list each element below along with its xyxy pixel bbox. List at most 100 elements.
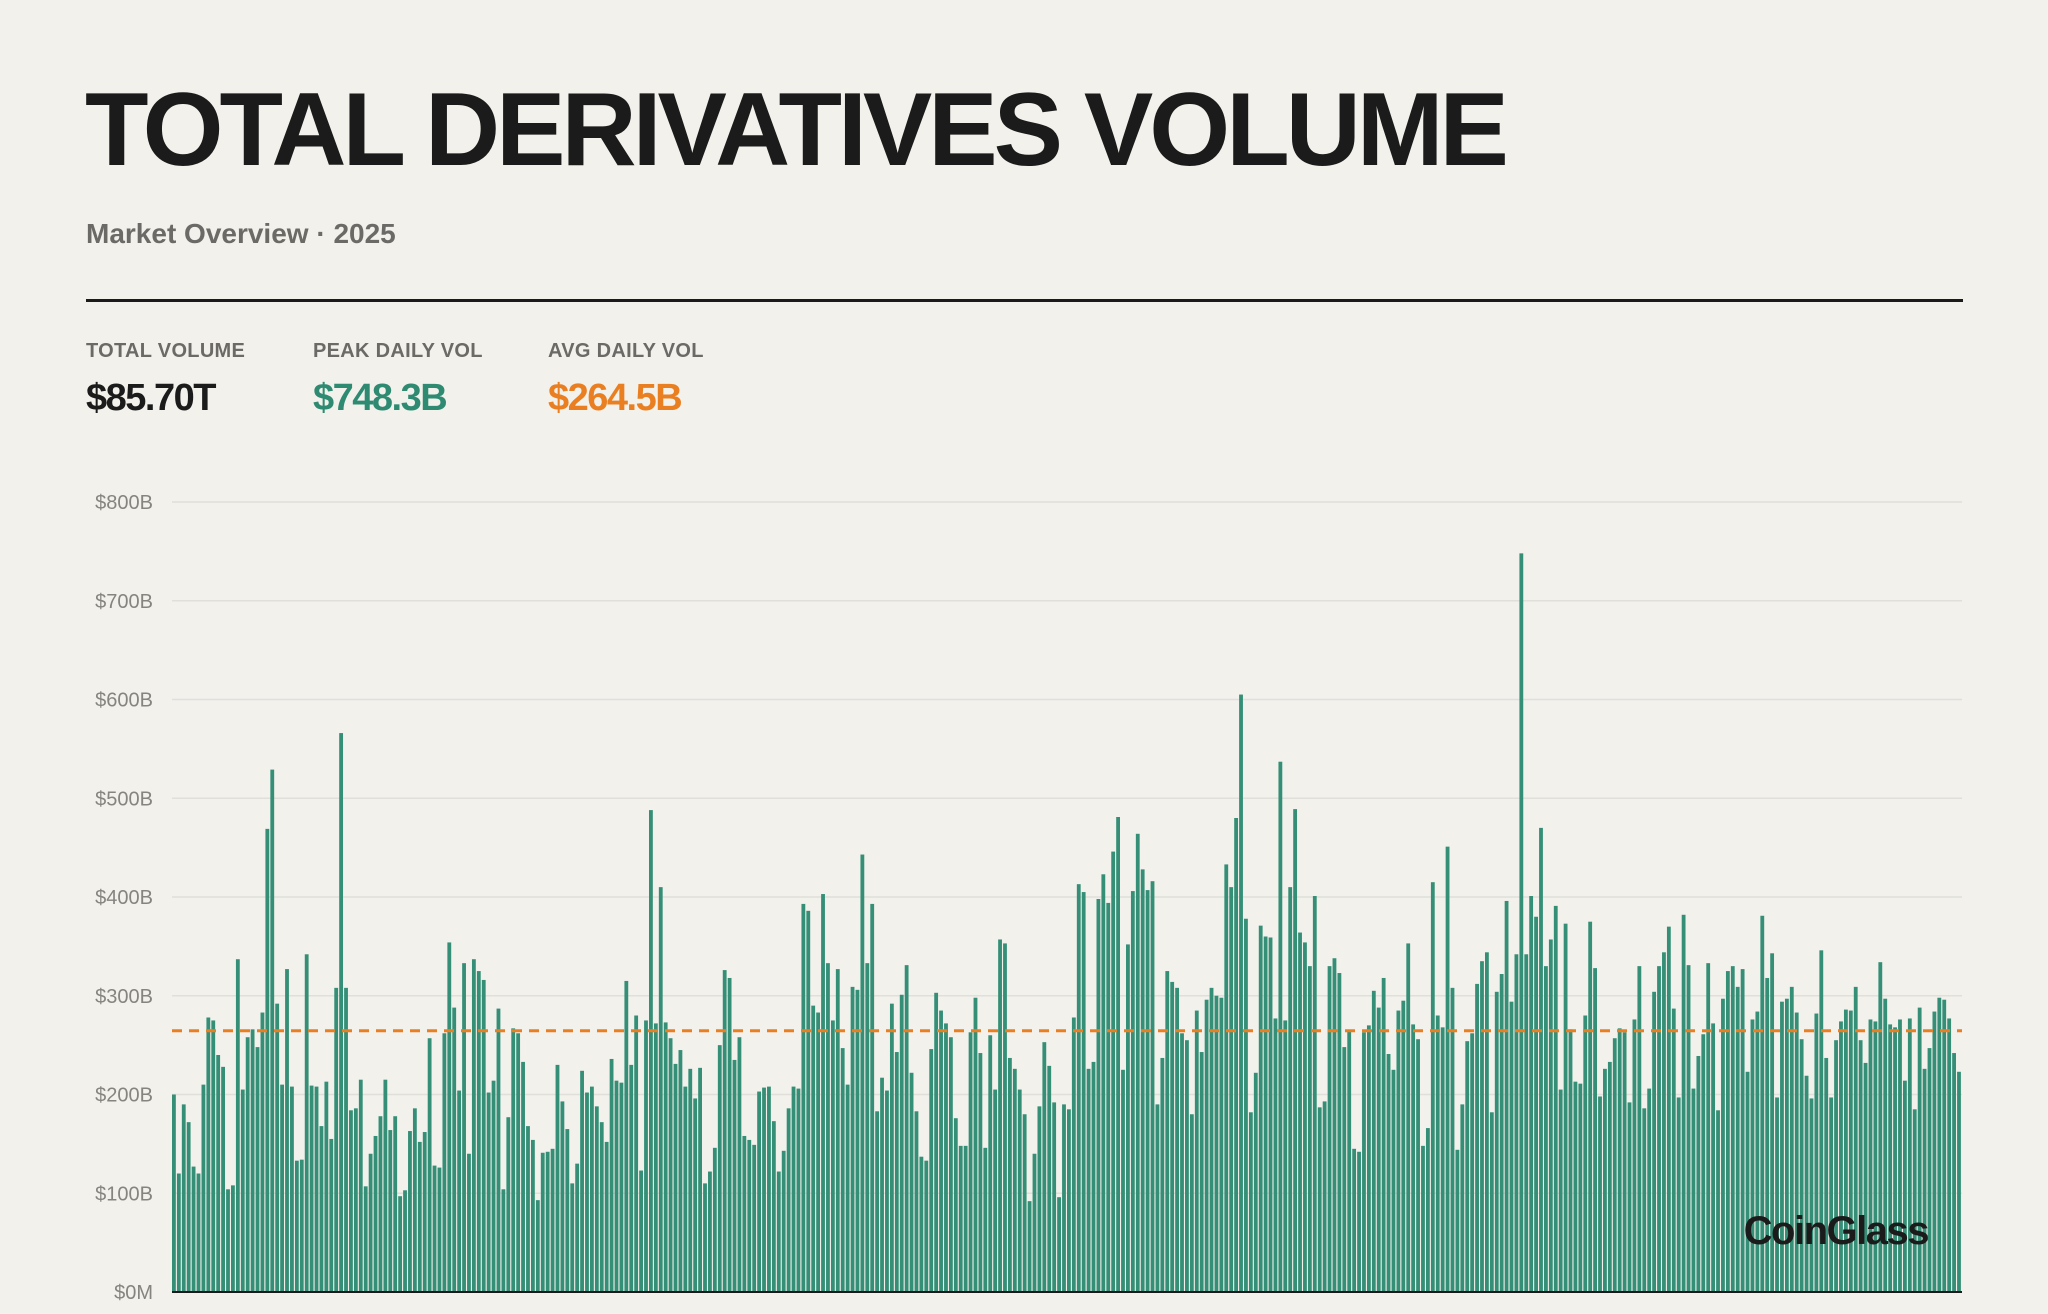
volume-bar: [1873, 1021, 1878, 1292]
volume-bar: [363, 1186, 368, 1292]
page-subtitle: Market Overview · 2025: [86, 218, 396, 249]
volume-bar: [1121, 1069, 1125, 1292]
volume-bar: [1071, 1017, 1076, 1292]
volume-bar: [1362, 1032, 1366, 1292]
volume-bar: [1829, 1097, 1834, 1292]
volume-bar: [565, 1129, 570, 1292]
volume-bar: [747, 1139, 752, 1292]
volume-bar: [186, 1122, 191, 1292]
volume-bar: [752, 1144, 757, 1292]
volume-bar: [1042, 1042, 1047, 1292]
y-tick-label: $600B: [95, 690, 153, 712]
volume-bar: [816, 1012, 821, 1292]
stat-total-volume-label: TOTAL VOLUME: [86, 340, 246, 362]
volume-bar: [231, 1185, 235, 1292]
y-tick-label: $100B: [95, 1183, 153, 1205]
volume-bar: [1017, 1089, 1022, 1292]
volume-bar: [501, 1189, 506, 1292]
volume-bar: [796, 1088, 801, 1292]
volume-bar: [1912, 1109, 1917, 1292]
volume-bar: [250, 1029, 255, 1292]
volume-bar: [353, 1108, 358, 1292]
volume-bar: [1789, 986, 1794, 1292]
volume-bar: [196, 1173, 201, 1292]
volume-bar: [644, 1020, 648, 1292]
volume-bar: [280, 1084, 285, 1293]
volume-bar: [1185, 1040, 1189, 1292]
chart-y-axis: $0M $100B $200B $300B $400B $500B $600B $700B $8…: [95, 492, 153, 1304]
volume-bar: [604, 1141, 609, 1292]
volume-bar: [1539, 827, 1543, 1293]
volume-bar: [889, 1003, 894, 1292]
volume-bar: [742, 1135, 747, 1292]
volume-bar: [1927, 1048, 1932, 1292]
volume-bar: [727, 977, 732, 1292]
volume-bar: [1504, 900, 1509, 1292]
volume-bar: [919, 1156, 924, 1292]
volume-bar: [806, 910, 811, 1292]
volume-bar: [1937, 997, 1942, 1292]
volume-bar: [673, 1063, 678, 1292]
volume-bar: [1347, 1030, 1352, 1292]
volume-bar: [1440, 1027, 1445, 1292]
volume-bar: [1760, 915, 1765, 1292]
volume-bar: [476, 971, 481, 1292]
volume-bar: [757, 1091, 762, 1292]
volume-bar: [939, 1010, 943, 1292]
volume-bar: [904, 965, 909, 1292]
volume-bar: [191, 1166, 196, 1292]
volume-bar: [1475, 983, 1479, 1292]
volume-bar: [678, 1050, 683, 1292]
volume-bar: [1327, 966, 1332, 1293]
volume-bar: [609, 1058, 614, 1292]
stat-avg-daily-vol-value: $264.5B: [548, 377, 683, 419]
volume-bar: [914, 1111, 919, 1292]
volume-bar: [1780, 1001, 1784, 1292]
volume-bar: [211, 1020, 216, 1292]
volume-bar: [801, 903, 806, 1292]
volume-bar: [255, 1047, 260, 1292]
volume-bar: [516, 1033, 521, 1292]
volume-bar: [1809, 1098, 1814, 1292]
volume-bar: [373, 1135, 378, 1292]
volume-bar: [1022, 1114, 1027, 1292]
volume-bar: [172, 1094, 176, 1292]
volume-bar: [1499, 974, 1504, 1292]
volume-bar: [545, 1151, 550, 1292]
volume-bar: [835, 969, 840, 1292]
volume-bar: [1332, 958, 1337, 1292]
volume-bar: [442, 1033, 447, 1292]
volume-bar: [265, 828, 270, 1292]
volume-bar: [412, 1108, 417, 1292]
volume-bar: [1735, 986, 1740, 1292]
volume-bar: [1135, 833, 1140, 1292]
volume-bar: [1096, 898, 1101, 1292]
volume-bar: [580, 1070, 584, 1292]
volume-bar: [1317, 1107, 1322, 1292]
volume-bar: [1239, 694, 1243, 1292]
volume-bar: [1942, 999, 1947, 1292]
volume-bar: [1588, 921, 1593, 1292]
volume-bar: [1489, 1112, 1494, 1292]
volume-bar: [1160, 1057, 1165, 1292]
volume-bar: [826, 963, 830, 1292]
volume-bar: [870, 903, 875, 1292]
volume-bar: [1770, 953, 1775, 1292]
volume-bar: [1819, 950, 1824, 1292]
volume-bar: [1573, 1081, 1578, 1292]
volume-bar: [1140, 869, 1145, 1292]
volume-bar: [1902, 1080, 1907, 1292]
volume-bar: [417, 1141, 422, 1292]
volume-bar: [1307, 966, 1312, 1293]
volume-bar: [1081, 892, 1086, 1292]
volume-bar: [329, 1138, 334, 1292]
y-tick-label: $200B: [95, 1085, 153, 1107]
volume-bar: [506, 1117, 511, 1292]
volume-bar: [1337, 973, 1342, 1292]
volume-bar: [432, 1165, 437, 1292]
volume-bar: [1376, 1007, 1381, 1292]
volume-bar: [1509, 1001, 1514, 1292]
volume-bar: [368, 1153, 373, 1292]
volume-bar: [1784, 998, 1789, 1292]
